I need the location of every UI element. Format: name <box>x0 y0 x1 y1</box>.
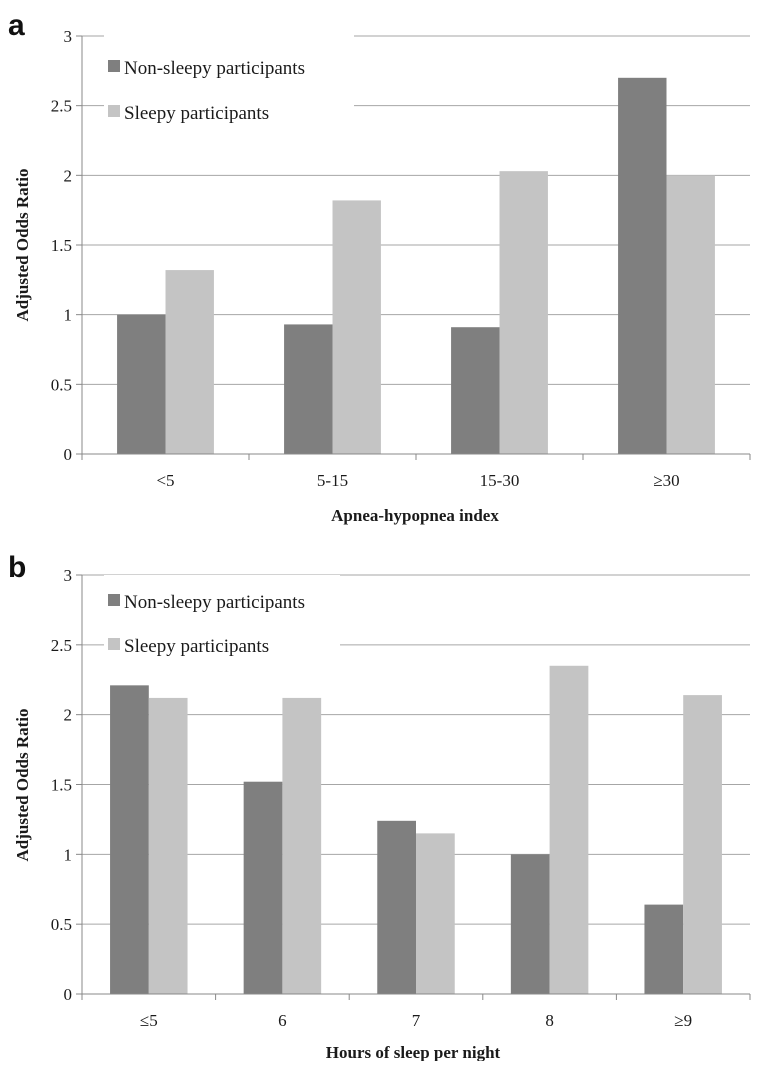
x-tick-label: 7 <box>412 1011 421 1030</box>
y-axis-title: Adjusted Odds Ratio <box>13 708 32 861</box>
x-tick-labels: <5 5-15 15-30 ≥30 <box>156 471 679 490</box>
axes <box>76 574 751 1000</box>
x-axis-title: Apnea-hypopnea index <box>331 506 499 525</box>
y-tick-label: 1.5 <box>51 236 72 255</box>
bar-sleepy <box>666 175 715 455</box>
legend-swatch-non-sleepy <box>108 594 120 606</box>
y-tick-label: 1 <box>64 845 73 864</box>
bar-non-sleepy <box>618 77 667 455</box>
bar-non-sleepy <box>110 685 149 994</box>
x-tick-label: 5-15 <box>317 471 348 490</box>
y-tick-label: 2.5 <box>51 97 72 116</box>
y-tick-labels: 0 0.5 1 1.5 2 2.5 3 <box>51 27 72 464</box>
bar-sleepy <box>332 200 381 454</box>
y-tick-label: 0.5 <box>51 375 72 394</box>
bar-sleepy <box>416 833 455 994</box>
x-tick-label: 8 <box>545 1011 554 1030</box>
panel-label: b <box>8 551 26 584</box>
panel-label: a <box>8 9 25 42</box>
bars <box>110 665 722 994</box>
chart-panel-a: a 0 0.5 1 1.5 2 2.5 3 <5 5-15 15-30 ≥30 Non-sleep… <box>8 9 751 525</box>
legend: Non-sleepy participants Sleepy participa… <box>104 575 340 657</box>
bar-non-sleepy <box>117 314 166 454</box>
bar-sleepy <box>549 665 589 994</box>
legend-label-non-sleepy: Non-sleepy participants <box>124 592 305 613</box>
x-axis-title: Hours of sleep per night <box>326 1043 501 1061</box>
y-axis-title: Adjusted Odds Ratio <box>13 168 32 321</box>
legend-background <box>104 575 340 655</box>
x-tick-label: 6 <box>278 1011 287 1030</box>
legend-label-sleepy: Sleepy participants <box>124 103 269 124</box>
bar-sleepy <box>282 697 322 994</box>
legend-swatch-sleepy <box>108 105 120 117</box>
bar-non-sleepy <box>284 324 333 454</box>
bar-non-sleepy <box>243 781 283 994</box>
legend-swatch-sleepy <box>108 638 120 650</box>
y-tick-label: 3 <box>64 566 73 585</box>
y-tick-label: 0 <box>64 985 73 1004</box>
x-tick-labels: ≤5 6 7 8 ≥9 <box>140 1011 692 1030</box>
y-tick-label: 0.5 <box>51 915 72 934</box>
x-tick-label: ≥30 <box>653 471 679 490</box>
bar-non-sleepy <box>451 327 500 454</box>
legend-swatch-non-sleepy <box>108 60 120 72</box>
x-tick-label: ≤5 <box>140 1011 158 1030</box>
y-tick-label: 0 <box>64 445 73 464</box>
y-tick-label: 2 <box>64 166 73 185</box>
x-tick-label: 15-30 <box>480 471 520 490</box>
bar-non-sleepy <box>377 820 416 994</box>
y-tick-label: 2.5 <box>51 636 72 655</box>
y-tick-label: 1 <box>64 306 73 325</box>
legend: Non-sleepy participants Sleepy participa… <box>104 30 354 136</box>
bars <box>117 77 715 455</box>
chart-panel-b: b 0 0.5 1 1.5 2 2.5 3 ≤5 6 7 8 ≥9 Non-sleepy parti… <box>8 551 751 1062</box>
x-tick-label: ≥9 <box>674 1011 692 1030</box>
bar-non-sleepy <box>510 854 550 994</box>
y-tick-label: 2 <box>64 706 73 725</box>
legend-label-sleepy: Sleepy participants <box>124 636 269 657</box>
axes <box>76 35 751 460</box>
bar-sleepy <box>148 697 188 994</box>
bar-sleepy <box>499 171 548 455</box>
legend-label-non-sleepy: Non-sleepy participants <box>124 58 305 79</box>
legend-background <box>104 30 354 136</box>
y-tick-label: 1.5 <box>51 776 72 795</box>
bar-non-sleepy <box>644 904 684 994</box>
y-tick-labels: 0 0.5 1 1.5 2 2.5 3 <box>51 566 72 1004</box>
y-tick-label: 3 <box>64 27 73 46</box>
x-tick-label: <5 <box>156 471 174 490</box>
bar-sleepy <box>683 695 722 994</box>
bar-sleepy <box>165 270 214 454</box>
